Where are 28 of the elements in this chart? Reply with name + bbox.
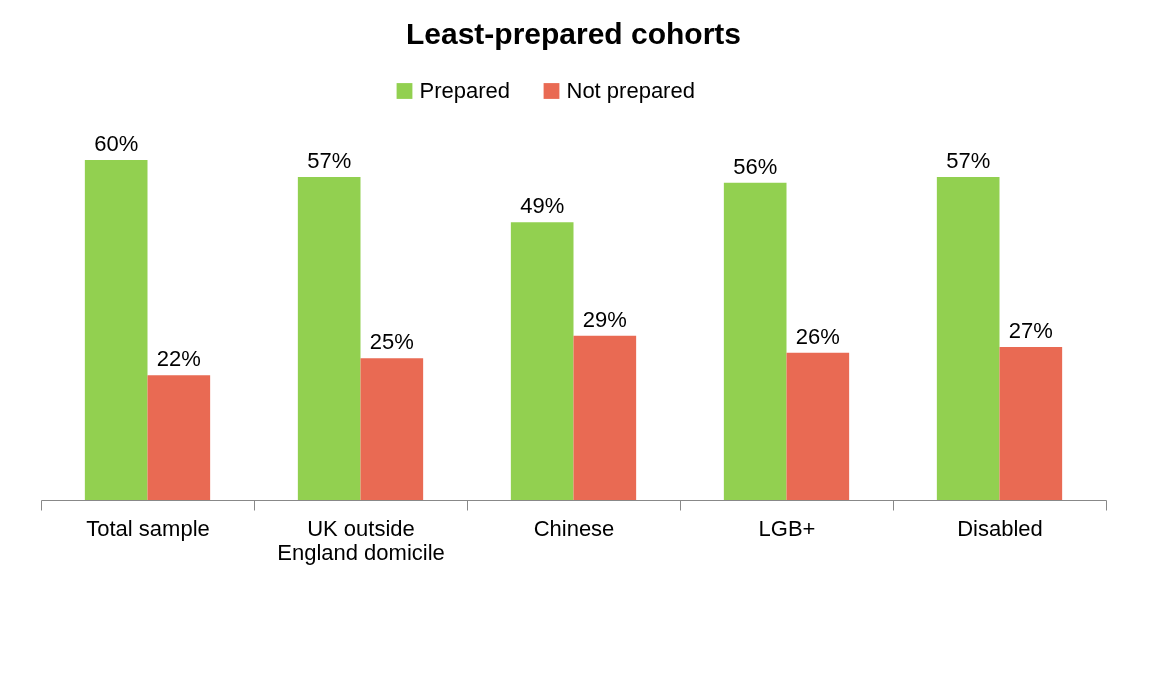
- bar: [84, 160, 148, 500]
- x-tick-label: Total sample: [86, 515, 210, 541]
- data-label: 26%: [795, 323, 840, 349]
- data-label: 22%: [156, 346, 201, 372]
- x-tick-label: Disabled: [957, 515, 1043, 541]
- legend-label: Prepared: [419, 78, 511, 103]
- x-tick-label: UK outside England domicile: [277, 515, 445, 565]
- data-label: 29%: [582, 306, 627, 332]
- chart-title: Least-prepared cohorts: [405, 17, 742, 50]
- data-label: 60%: [94, 131, 139, 156]
- bar: [786, 352, 850, 500]
- bar: [573, 335, 637, 500]
- data-label: 27%: [1008, 318, 1053, 343]
- bar: [999, 347, 1063, 500]
- bar: [360, 358, 424, 500]
- data-label: 57%: [307, 148, 352, 173]
- data-label: 57%: [946, 148, 991, 173]
- data-label: 25%: [369, 329, 414, 355]
- data-label: 56%: [733, 153, 778, 179]
- bar: [723, 182, 787, 500]
- data-label: 49%: [520, 193, 565, 219]
- bar: [297, 177, 361, 500]
- x-tick-label: Chinese: [533, 515, 615, 541]
- bar: [936, 177, 1000, 500]
- legend-label: Not prepared: [566, 78, 695, 103]
- x-tick-label: LGB+: [758, 515, 816, 541]
- bar: [510, 222, 574, 500]
- bar: [147, 375, 211, 500]
